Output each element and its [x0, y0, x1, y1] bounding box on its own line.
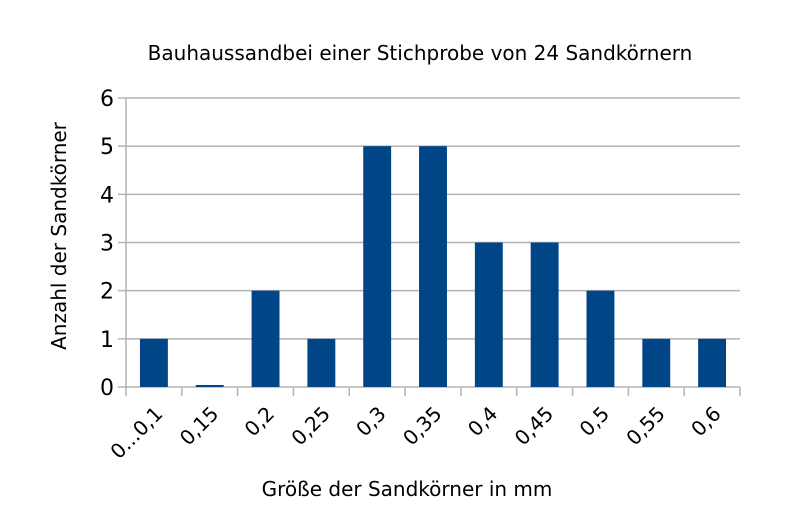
y-tick-label: 5 — [100, 135, 114, 160]
x-tick-label: 0,45 — [510, 402, 558, 450]
bars — [139, 146, 727, 387]
bar-1 — [139, 338, 168, 387]
y-tick-label: 3 — [100, 232, 114, 257]
x-tick-label: 0,3 — [351, 402, 390, 441]
bar-6 — [419, 146, 447, 387]
bar-11 — [698, 338, 727, 387]
x-tick-label: 0,35 — [398, 402, 446, 450]
bar-9 — [586, 290, 615, 387]
x-tick-label: 0,25 — [286, 402, 334, 450]
y-tick-labels: 0 1 2 3 4 5 6 — [100, 87, 114, 401]
bar-3 — [251, 290, 280, 387]
x-tick-label: 0,4 — [463, 402, 502, 441]
y-tick-label: 6 — [100, 87, 114, 112]
x-tick-label: 0,15 — [175, 402, 223, 450]
bar-4 — [307, 338, 336, 387]
y-axis-label: Anzahl der Sandkörner — [47, 121, 71, 350]
x-tick-label: 0,5 — [575, 402, 614, 441]
x-tick-labels: 0...0,1 0,15 0,2 0,25 0,3 0,35 0,4 0,45 0,5 0,55 0… — [105, 402, 725, 464]
y-tick-label: 1 — [100, 328, 114, 353]
chart-title: Bauhaussandbei einer Stichprobe von 24 S… — [148, 41, 693, 65]
bar-8 — [530, 242, 559, 387]
x-axis-label: Größe der Sandkörner in mm — [262, 477, 553, 501]
y-tick-label: 0 — [100, 376, 114, 401]
bar-7 — [474, 242, 503, 387]
y-tick-label: 4 — [100, 183, 114, 208]
y-tick-label: 2 — [100, 280, 114, 305]
x-tick-label: 0,2 — [240, 402, 279, 441]
bar-10 — [642, 338, 671, 387]
x-tick-label: 0,55 — [621, 402, 669, 450]
x-tick-label: 0,6 — [686, 402, 725, 441]
x-tick-label: 0...0,1 — [105, 402, 167, 464]
bar-2 — [195, 385, 224, 387]
bar-5 — [363, 146, 392, 387]
